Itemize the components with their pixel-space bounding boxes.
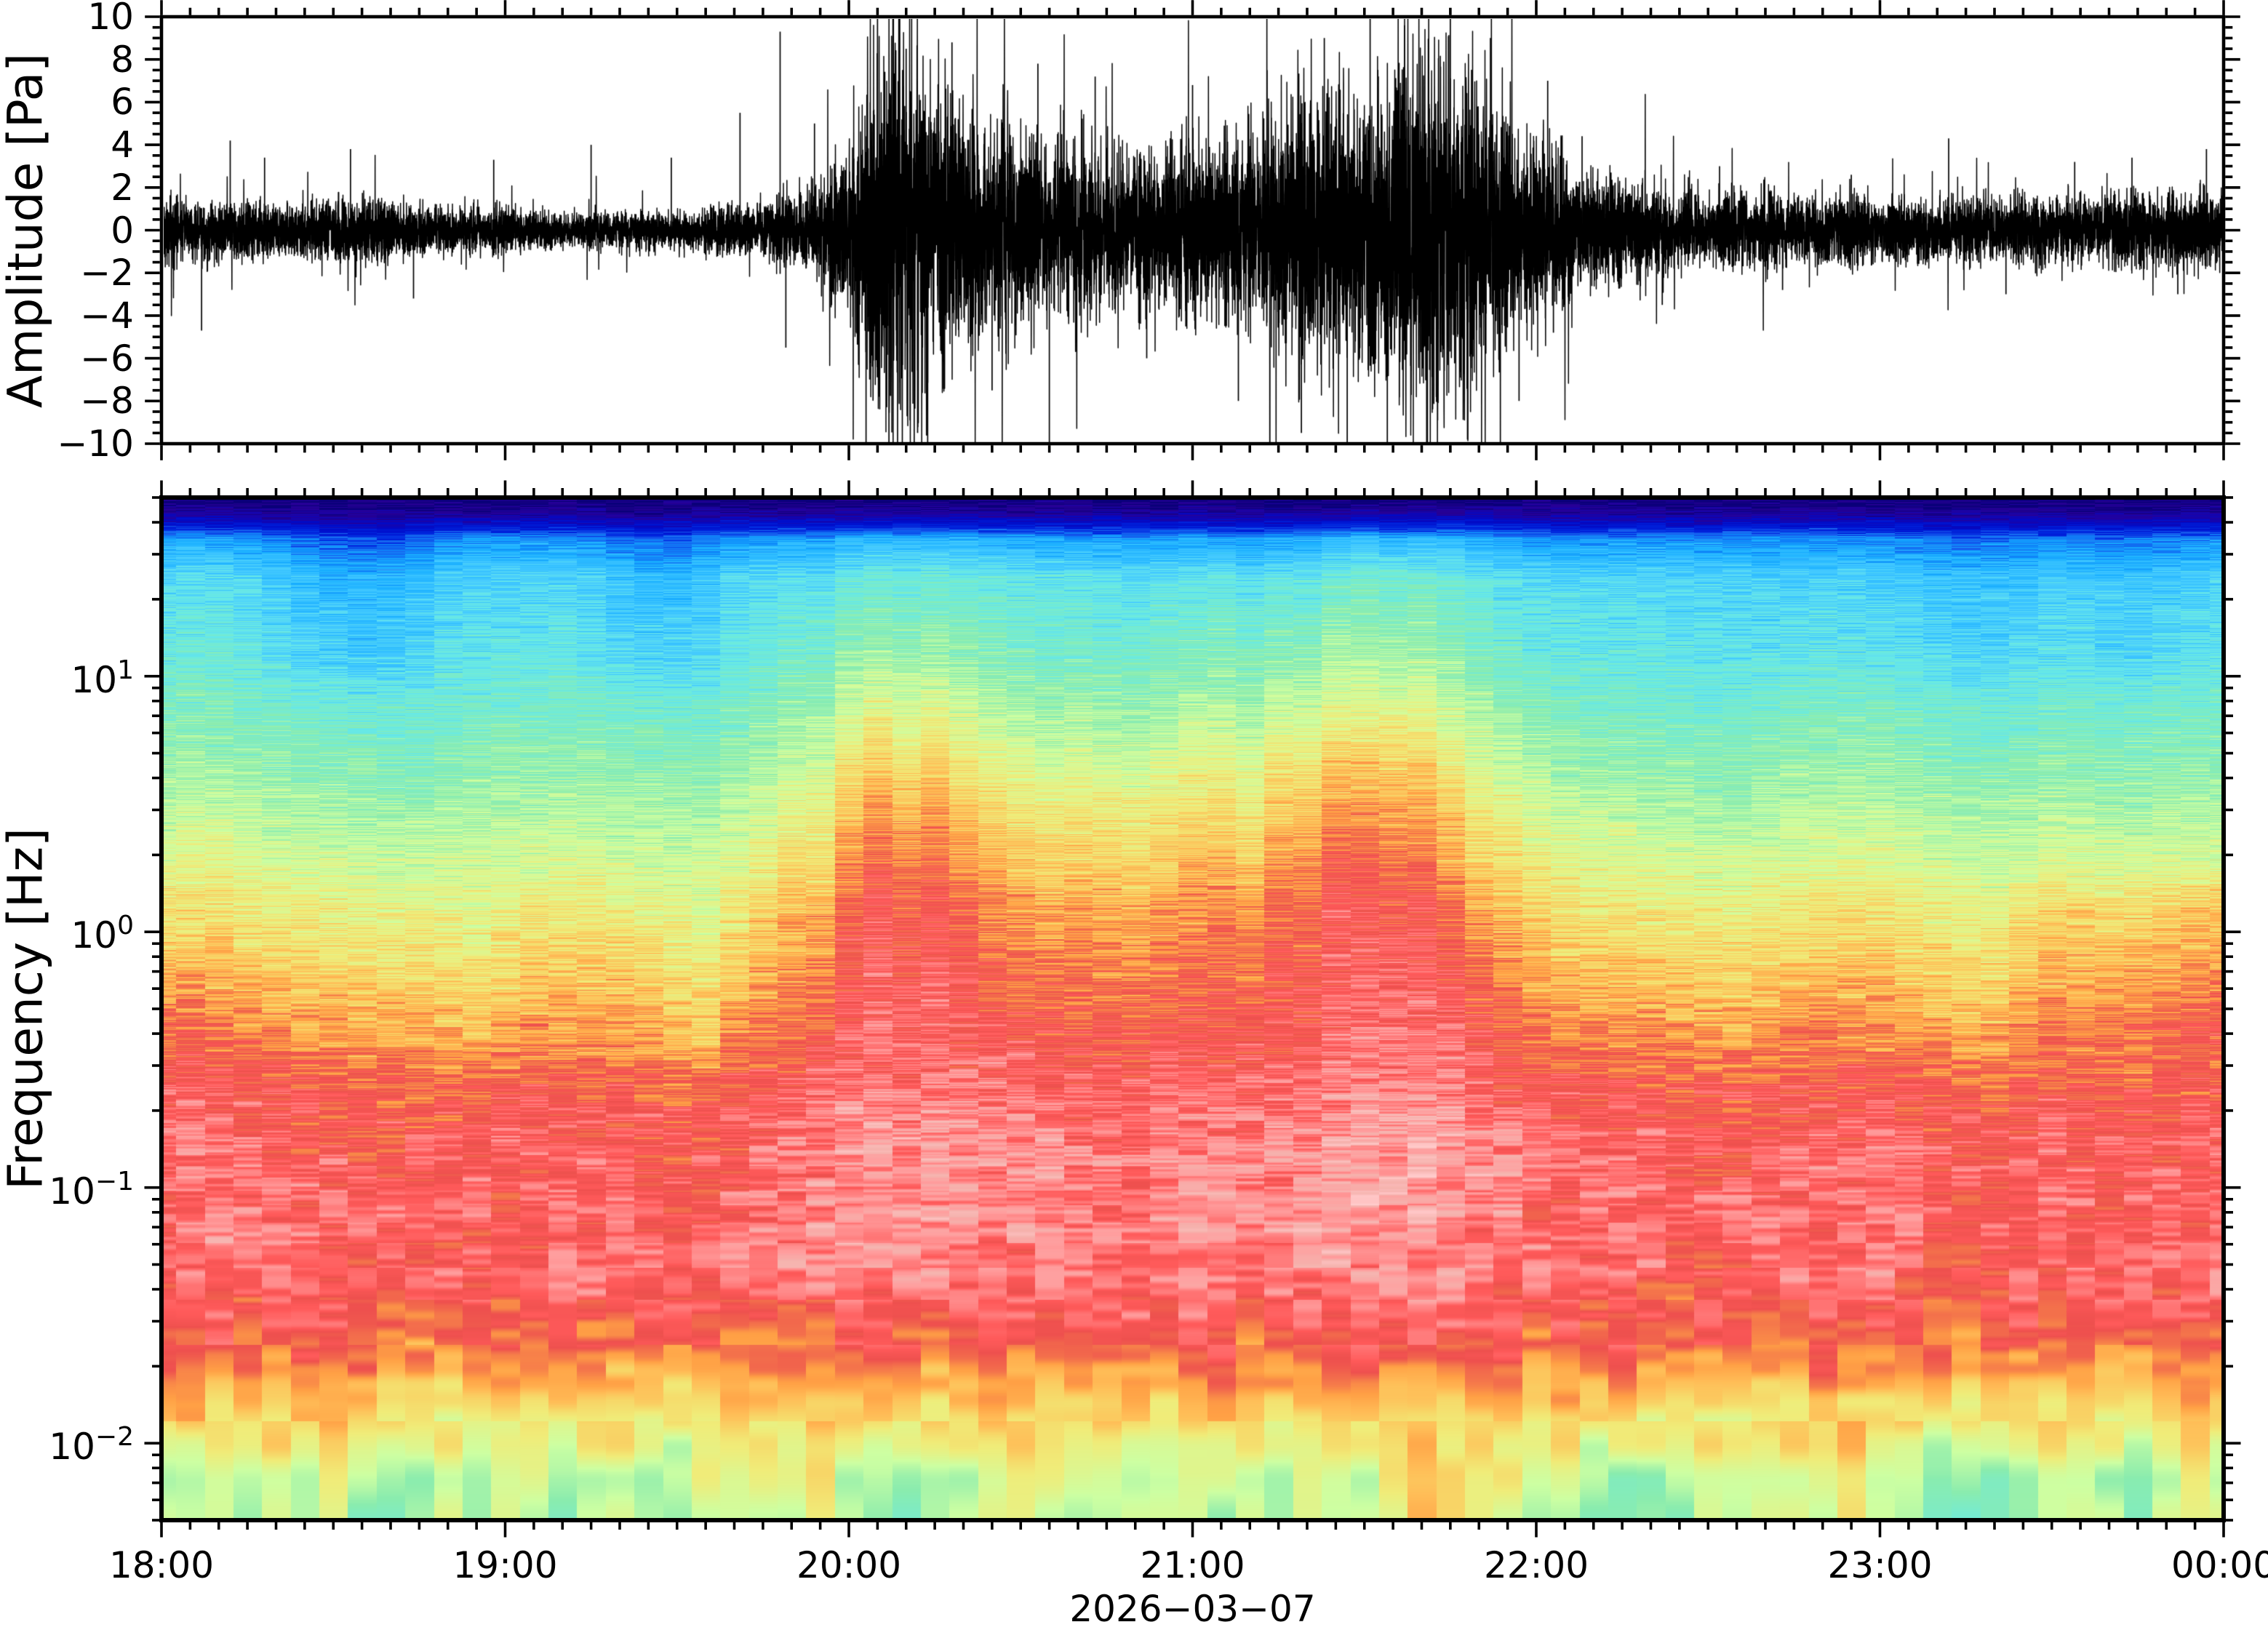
- time-tick-label: 22:00: [1483, 1544, 1589, 1586]
- spectrogram-image-canvas: [164, 500, 2222, 1519]
- amplitude-tick-label: 0: [111, 209, 134, 252]
- time-tick-label: 19:00: [452, 1544, 558, 1586]
- amplitude-tick-label: 2: [111, 166, 134, 209]
- amplitude-tick-label: −2: [80, 252, 134, 295]
- amplitude-tick-label: 8: [111, 38, 134, 81]
- time-tick-label: 18:00: [108, 1544, 215, 1586]
- amplitude-tick-label: −6: [80, 337, 134, 380]
- time-tick-label: 23:00: [1827, 1544, 1933, 1586]
- waveform-panel: Amplitude [Pa] 10 8 6 4 2 0 −2 −4 −6 −8 −10: [0, 0, 2268, 466]
- amplitude-tick-label: −4: [80, 294, 134, 337]
- frequency-tick-label: 10−1: [49, 1166, 134, 1212]
- amplitude-tick-label: −8: [80, 380, 134, 423]
- amplitude-tick-label: 4: [111, 124, 134, 167]
- waveform-trace-canvas: [164, 19, 2222, 442]
- frequency-tick-label: 101: [71, 655, 134, 701]
- time-tick-label: 21:00: [1140, 1544, 1245, 1586]
- amplitude-tick-label: −10: [57, 423, 134, 465]
- frequency-tick-label: 100: [71, 911, 134, 957]
- time-tick-label: 20:00: [796, 1544, 902, 1586]
- time-tick-label: 00:00: [2171, 1544, 2268, 1586]
- date-label: 2026−03−07: [1069, 1588, 1316, 1630]
- frequency-tick-label: 10−2: [49, 1422, 134, 1469]
- amplitude-tick-label: 10: [87, 0, 134, 38]
- amplitude-tick-label: 6: [111, 81, 134, 124]
